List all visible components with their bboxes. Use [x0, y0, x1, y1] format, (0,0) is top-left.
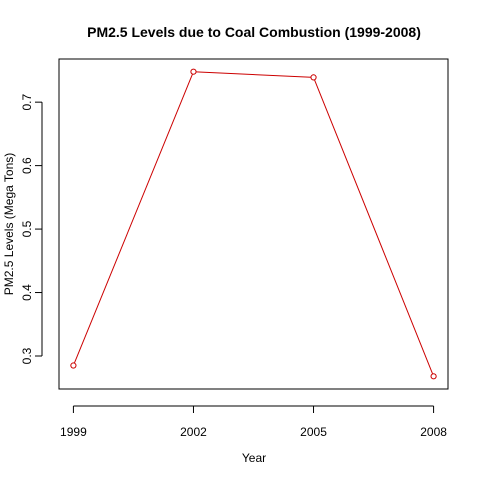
y-tick-label: 0.4 — [20, 284, 34, 301]
x-tick-label: 2005 — [300, 425, 327, 439]
data-point — [70, 362, 77, 369]
y-axis-label: PM2.5 Levels (Mega Tons) — [2, 153, 16, 296]
x-tick-label: 2008 — [420, 425, 447, 439]
x-axis-label: Year — [242, 451, 266, 465]
y-tick-label: 0.7 — [20, 93, 34, 110]
x-tick-label: 2002 — [180, 425, 207, 439]
x-tick-label: 1999 — [60, 425, 87, 439]
series-layer — [70, 68, 437, 380]
series-line-segment — [73, 73, 193, 364]
data-point — [190, 68, 197, 75]
y-axis: 0.3 0.4 0.5 0.6 0.7 — [20, 93, 43, 364]
y-tick-label: 0.5 — [20, 220, 34, 237]
y-tick-label: 0.6 — [20, 157, 34, 174]
x-axis: 1999 2002 2005 2008 — [60, 405, 447, 439]
plot-frame — [58, 58, 449, 390]
data-point — [430, 373, 437, 380]
y-tick-label: 0.3 — [20, 347, 34, 364]
series-line-segment — [314, 79, 434, 375]
data-point — [310, 74, 317, 81]
chart-title: PM2.5 Levels due to Coal Combustion (199… — [87, 24, 421, 40]
series-line-segment — [196, 71, 311, 78]
